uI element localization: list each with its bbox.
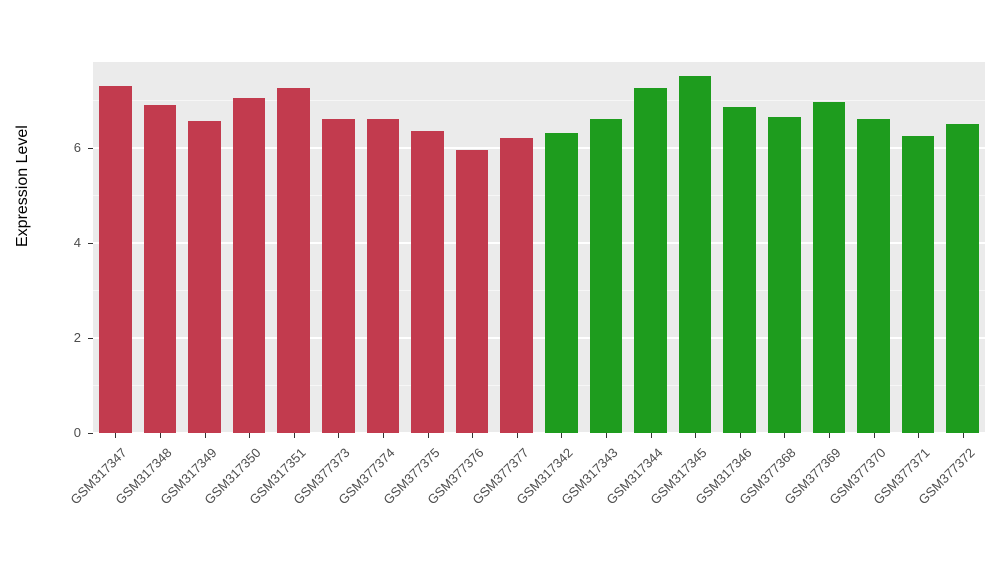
bar-GSM317344 — [634, 88, 667, 433]
x-tick-mark — [472, 433, 474, 438]
bar-GSM317347 — [99, 85, 132, 433]
x-tick-mark — [605, 433, 607, 438]
bar-GSM317351 — [277, 88, 310, 433]
x-tick-mark — [962, 433, 964, 438]
bar-GSM377373 — [322, 119, 355, 433]
x-tick-mark — [561, 433, 563, 438]
bar-GSM377377 — [500, 138, 533, 433]
x-tick-mark — [382, 433, 384, 438]
y-tick-label: 2 — [73, 329, 81, 345]
gridline-minor — [93, 195, 985, 197]
y-tick-mark — [88, 433, 93, 434]
x-tick-mark — [249, 433, 251, 438]
plot-panel — [93, 62, 985, 434]
x-tick-mark — [695, 433, 697, 438]
x-tick-mark — [784, 433, 786, 438]
bar-GSM377371 — [901, 135, 935, 433]
bar-GSM317346 — [723, 107, 756, 433]
x-tick-mark — [873, 433, 875, 438]
bar-GSM377369 — [812, 102, 846, 433]
bar-GSM377376 — [455, 150, 489, 433]
bar-GSM377374 — [366, 119, 400, 433]
x-tick-mark — [427, 433, 429, 438]
gridline-major — [93, 432, 985, 434]
bar-GSM317348 — [143, 104, 177, 433]
x-tick-mark — [115, 433, 117, 438]
bar-GSM317343 — [589, 119, 623, 433]
x-tick-mark — [338, 433, 340, 438]
bar-GSM377372 — [946, 123, 979, 433]
gridline-major — [93, 336, 985, 339]
gridline-minor — [93, 290, 985, 292]
bar-GSM317345 — [678, 76, 712, 433]
x-tick-mark — [204, 433, 206, 438]
bar-GSM317350 — [232, 97, 266, 433]
x-tick-mark — [293, 433, 295, 438]
y-tick-label: 0 — [73, 425, 81, 440]
bar-GSM377375 — [411, 130, 444, 433]
bar-GSM377368 — [768, 116, 801, 433]
y-tick-mark — [88, 147, 93, 149]
gridline-major — [93, 241, 985, 244]
bar-GSM317349 — [188, 121, 221, 433]
y-tick-mark — [88, 242, 93, 244]
gridline-minor — [93, 100, 985, 102]
bar-GSM317342 — [545, 133, 578, 433]
gridline-minor — [93, 385, 985, 387]
x-tick-mark — [828, 433, 830, 438]
x-tick-mark — [739, 433, 741, 438]
x-tick-mark — [516, 433, 518, 438]
y-tick-label: 4 — [73, 234, 81, 250]
x-tick-mark — [159, 433, 161, 438]
x-tick-mark — [918, 433, 920, 438]
bar-GSM377370 — [857, 119, 890, 433]
y-tick-label: 6 — [73, 139, 81, 155]
y-tick-mark — [88, 337, 93, 339]
x-tick-mark — [650, 433, 652, 438]
gridline-major — [93, 146, 985, 149]
